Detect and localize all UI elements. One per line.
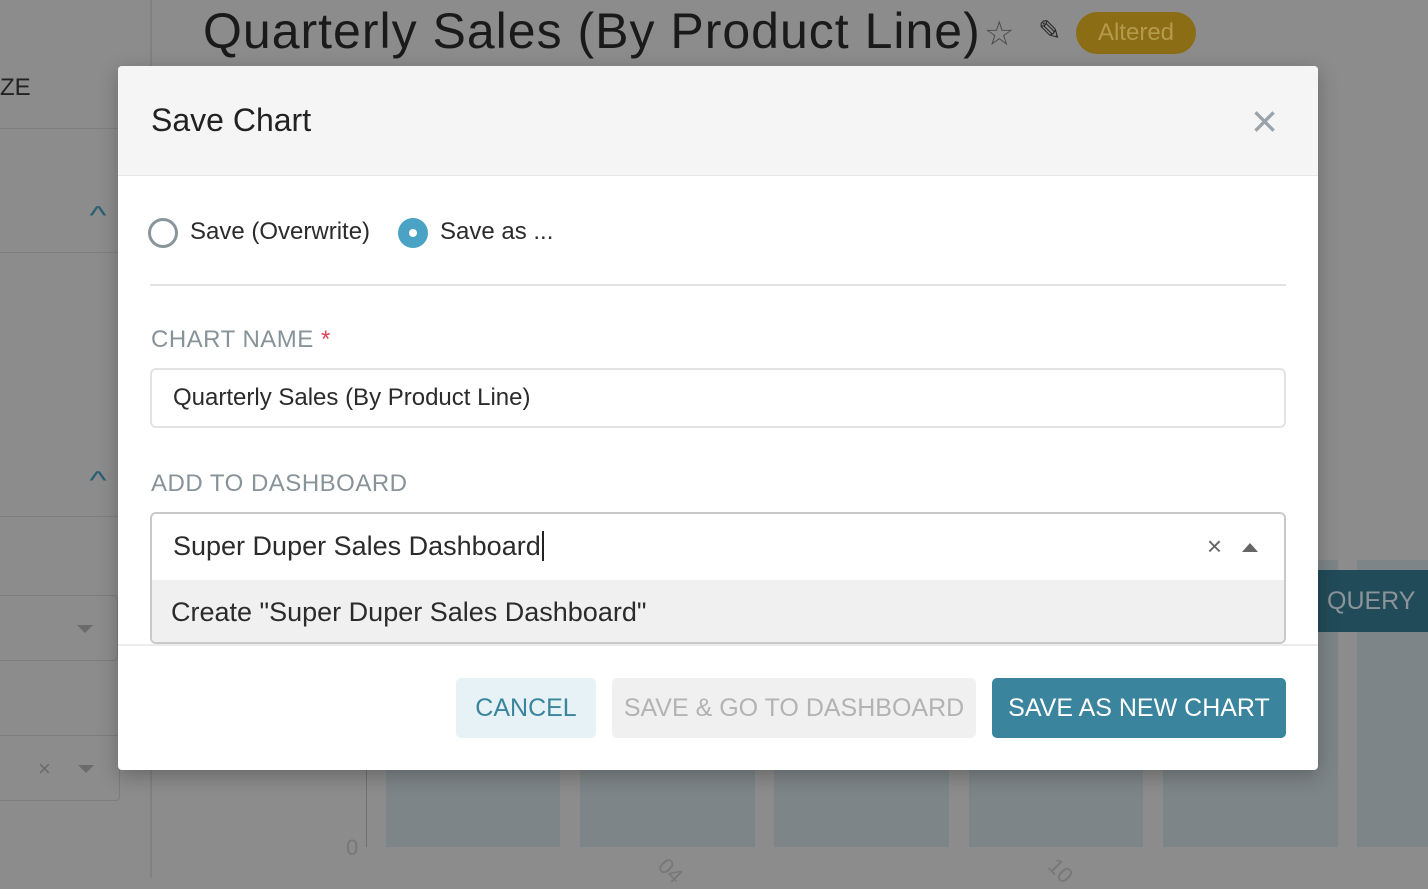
run-query-button[interactable]: QUERY [1300,570,1428,632]
sidebar-select[interactable]: × [0,735,120,801]
radio-overwrite[interactable] [148,218,178,248]
divider [0,516,150,517]
y-tick-label: 0 [346,835,359,860]
required-marker: * [320,326,331,353]
edit-icon[interactable]: ✎ [1038,15,1062,46]
x-tick-label: 04 [653,853,689,889]
sidebar-section-label: ZE [0,74,31,101]
caret-up-icon[interactable] [1242,543,1258,552]
radio-save-as[interactable] [398,218,428,248]
close-icon[interactable]: × [1251,95,1278,147]
radio-overwrite-label[interactable]: Save (Overwrite) [190,218,371,245]
save-as-new-chart-button[interactable]: SAVE AS NEW CHART [992,678,1286,738]
modal-title: Save Chart [151,102,312,138]
clear-icon[interactable]: × [38,756,51,781]
sidebar-select[interactable] [0,595,118,661]
dashboard-option-create[interactable]: Create "Super Duper Sales Dashboard" [152,580,1284,642]
status-badge: Altered [1076,12,1196,54]
dashboard-select[interactable]: Super Duper Sales Dashboard × Create "Su… [150,512,1286,644]
footer-divider [118,644,1318,646]
star-icon[interactable]: ☆ [984,15,1015,53]
caret-down-icon [77,625,93,633]
cancel-button[interactable]: CANCEL [456,678,596,738]
text-cursor [541,531,544,561]
chevron-up-icon[interactable]: ^ [89,200,107,230]
chart-name-label: CHART NAME * [151,326,331,354]
divider [0,252,150,253]
chart-name-input[interactable]: Quarterly Sales (By Product Line) [150,368,1286,428]
modal-header: Save Chart × [118,66,1318,176]
divider [0,128,150,129]
save-chart-modal: Save Chart × Save (Overwrite) Save as ..… [118,66,1318,770]
dashboard-label: ADD TO DASHBOARD [151,470,408,497]
x-tick-label: 10 [1043,853,1079,889]
chart-name-label-text: CHART NAME [151,326,314,353]
save-go-to-dashboard-button[interactable]: SAVE & GO TO DASHBOARD [612,678,976,738]
radio-save-as-label[interactable]: Save as ... [440,218,554,245]
dashboard-input[interactable]: Super Duper Sales Dashboard [173,531,541,561]
clear-icon[interactable]: × [1206,531,1222,561]
caret-down-icon [78,765,94,773]
divider [150,284,1286,286]
chevron-up-icon[interactable]: ^ [89,465,107,495]
page-title: Quarterly Sales (By Product Line) [203,3,981,59]
